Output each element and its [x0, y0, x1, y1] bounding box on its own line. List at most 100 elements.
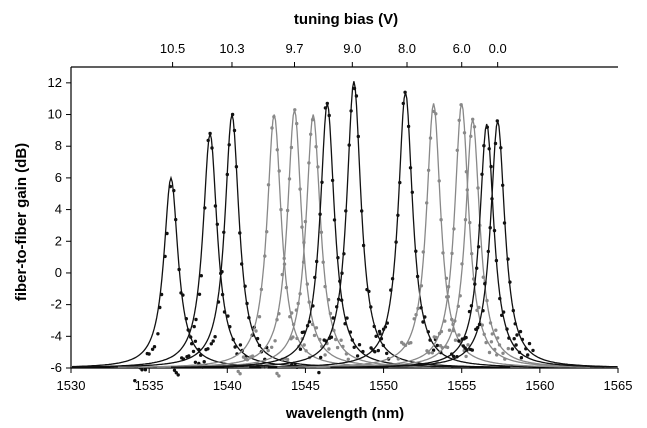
data-point — [451, 354, 456, 359]
data-point — [430, 351, 434, 355]
data-point — [209, 342, 213, 346]
data-point — [518, 329, 523, 334]
data-point — [232, 128, 237, 133]
data-point — [470, 348, 474, 352]
data-point — [381, 327, 386, 331]
x-tick-label: 1545 — [291, 378, 320, 393]
data-point — [315, 259, 319, 264]
data-point — [194, 317, 198, 322]
data-point — [294, 308, 299, 312]
top-tick-label: 9.0 — [343, 41, 361, 56]
data-point — [515, 333, 519, 337]
data-point — [226, 314, 230, 318]
data-point — [425, 201, 429, 205]
x-tick-label: 1540 — [213, 378, 242, 393]
data-point — [464, 354, 468, 359]
data-point — [482, 332, 486, 336]
data-point — [168, 184, 173, 189]
data-point — [475, 266, 479, 270]
data-point — [265, 230, 269, 234]
data-point — [150, 347, 155, 351]
data-point — [307, 300, 311, 304]
data-point — [341, 344, 345, 349]
data-point — [234, 165, 239, 169]
data-point — [460, 262, 464, 266]
data-point — [319, 355, 323, 360]
resonance-curve — [277, 103, 590, 368]
data-point — [305, 282, 309, 286]
data-point — [318, 212, 322, 216]
data-point — [222, 230, 226, 234]
data-point — [238, 343, 243, 347]
data-point — [143, 368, 148, 372]
data-point — [275, 371, 279, 376]
data-point — [323, 353, 327, 357]
data-point — [259, 287, 264, 292]
data-point — [385, 351, 389, 356]
data-point — [323, 106, 328, 110]
data-point — [344, 352, 349, 356]
data-point — [277, 312, 281, 316]
data-point — [487, 350, 492, 355]
data-point — [450, 317, 454, 322]
data-point — [477, 322, 482, 327]
data-point — [480, 323, 484, 327]
data-point — [225, 172, 229, 177]
data-point — [482, 144, 486, 148]
data-point — [309, 132, 313, 136]
data-point — [296, 301, 300, 306]
y-tick-label: -4 — [50, 328, 62, 343]
data-point — [336, 297, 341, 301]
data-point — [390, 277, 395, 281]
data-point — [285, 357, 290, 362]
data-point — [152, 345, 157, 349]
data-point — [213, 204, 218, 208]
data-point — [500, 313, 504, 317]
y-tick-label: 12 — [48, 75, 62, 90]
data-point — [323, 284, 327, 289]
data-point — [414, 313, 418, 317]
data-point — [409, 341, 413, 345]
data-point — [312, 333, 317, 338]
data-point — [176, 373, 180, 377]
data-point — [506, 346, 510, 351]
data-point — [361, 243, 366, 248]
data-point — [469, 134, 473, 138]
data-point — [445, 345, 450, 350]
data-point — [327, 113, 331, 118]
data-point — [220, 292, 225, 297]
data-point — [471, 277, 476, 281]
data-point — [263, 254, 267, 258]
data-point — [302, 343, 306, 347]
x-tick-label: 1555 — [447, 378, 476, 393]
data-point — [208, 131, 212, 136]
data-point — [342, 252, 346, 256]
data-point — [401, 101, 405, 106]
data-point — [360, 209, 364, 213]
data-point — [361, 349, 365, 354]
data-point — [520, 337, 525, 342]
data-point — [326, 298, 331, 302]
data-point — [202, 360, 206, 364]
data-point — [435, 343, 439, 348]
data-point — [510, 347, 515, 351]
top-axis-title: tuning bias (V) — [294, 11, 398, 28]
data-point — [203, 206, 207, 210]
data-point — [301, 260, 306, 264]
plot-area: 1530 1535 1540 1545 1550 1555 1560 1565 -6 -4 -2 0 2… — [48, 41, 633, 393]
data-point — [470, 252, 474, 256]
data-point — [174, 217, 178, 222]
y-tick-label: 4 — [55, 202, 62, 217]
data-point — [476, 325, 480, 330]
data-point — [517, 350, 522, 354]
data-point — [310, 322, 315, 327]
data-point — [197, 292, 202, 296]
data-point — [464, 170, 469, 174]
data-point — [507, 336, 511, 340]
data-point — [310, 118, 315, 122]
data-point — [526, 353, 530, 357]
data-point — [340, 271, 344, 275]
resonance-curve — [75, 114, 389, 368]
data-point — [210, 146, 214, 150]
data-point — [240, 262, 244, 266]
